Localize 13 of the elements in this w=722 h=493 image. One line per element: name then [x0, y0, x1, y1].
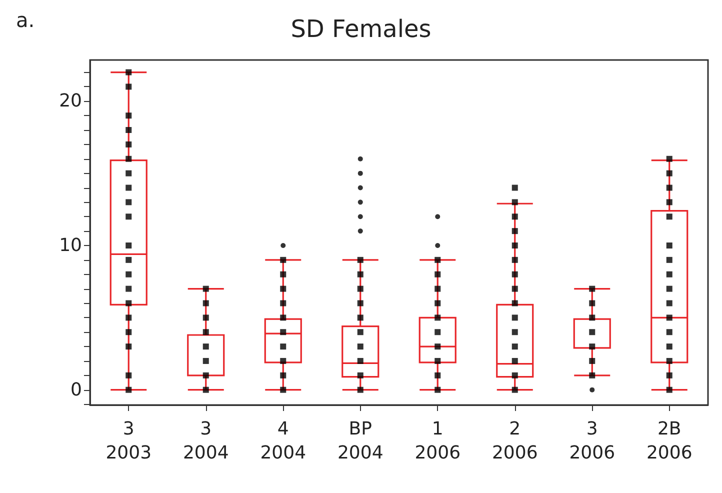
chart-title: SD Females [290, 15, 432, 43]
text: a. [16, 8, 35, 32]
x-tick-label: 1 2006 [414, 418, 461, 464]
x-tick-label: 2B 2006 [646, 418, 692, 464]
y-tick-label: 20 [59, 90, 82, 112]
y-tick-label: 10 [59, 234, 82, 256]
y-tick-label: 0 [70, 379, 82, 400]
x-tick-label: 3 2003 [106, 418, 152, 464]
x-tick-label: 4 2004 [260, 418, 306, 464]
x-tick-label: 3 2004 [182, 418, 229, 464]
x-tick-label: 2 2006 [492, 418, 538, 464]
x-tick-label: BP 2004 [337, 418, 384, 464]
x-tick-label: 3 2006 [569, 418, 616, 464]
